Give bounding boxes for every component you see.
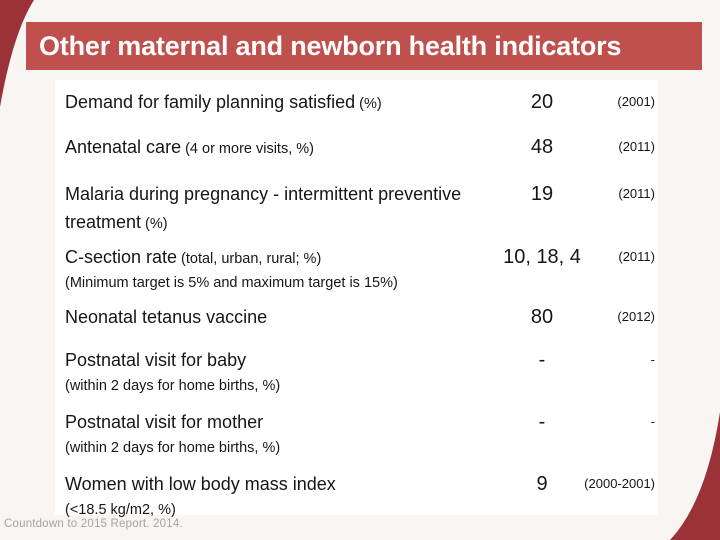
indicator-label-cell: Women with low body mass index (<18.5 kg… xyxy=(65,471,502,521)
indicator-year: (2000-2001) xyxy=(584,476,655,491)
indicator-label: Postnatal visit for mother xyxy=(65,412,264,432)
indicator-label-cell: Postnatal visit for mother (within 2 day… xyxy=(65,409,502,459)
indicator-year: (2012) xyxy=(617,309,655,324)
indicator-label: Demand for family planning satisfied xyxy=(65,92,356,112)
indicator-label-detail: (%) xyxy=(359,96,382,112)
indicator-value: 20 xyxy=(530,91,554,113)
indicator-year: (2011) xyxy=(618,139,655,154)
indicator-year: (2011) xyxy=(618,249,655,264)
indicator-label: C-section rate xyxy=(65,247,178,267)
indicator-year: - xyxy=(650,352,655,367)
table-row: Postnatal visit for baby (within 2 days … xyxy=(55,338,658,400)
table-row: Demand for family planning satisfied (%) … xyxy=(55,80,658,125)
indicator-label-detail: (total, urban, rural; %) xyxy=(181,251,322,267)
indicator-label-cell: Malaria during pregnancy - intermittent … xyxy=(65,181,502,237)
indicator-label: Malaria during pregnancy - intermittent … xyxy=(65,184,462,232)
indicator-year: - xyxy=(650,414,655,429)
indicator-label-cell: Demand for family planning satisfied (%) xyxy=(65,89,502,117)
indicator-sublabel: (Minimum target is 5% and maximum target… xyxy=(65,275,398,291)
table-row: Postnatal visit for mother (within 2 day… xyxy=(55,400,658,462)
indicator-label-cell: C-section rate (total, urban, rural; %) (… xyxy=(65,244,502,294)
indicator-value: 9 xyxy=(536,473,548,495)
indicator-value: - xyxy=(538,411,546,433)
indicator-label-detail: (%) xyxy=(145,216,168,232)
indicator-value: 19 xyxy=(530,183,554,205)
table-row: C-section rate (total, urban, rural; %) (… xyxy=(55,235,658,295)
indicator-label: Women with low body mass index xyxy=(65,474,336,494)
title-banner: Other maternal and newborn health indica… xyxy=(26,22,702,70)
indicator-value: - xyxy=(538,349,546,371)
table-row: Neonatal tetanus vaccine 80 (2012) xyxy=(55,295,658,338)
indicator-label-cell: Antenatal care (4 or more visits, %) xyxy=(65,134,502,162)
indicator-label: Neonatal tetanus vaccine xyxy=(65,307,268,327)
page-title: Other maternal and newborn health indica… xyxy=(39,30,622,61)
indicator-year: (2011) xyxy=(618,186,655,201)
indicator-label-cell: Neonatal tetanus vaccine xyxy=(65,304,502,332)
source-citation: Countdown to 2015 Report. 2014. xyxy=(4,518,183,530)
indicator-label: Antenatal care xyxy=(65,137,182,157)
table-row: Malaria during pregnancy - intermittent … xyxy=(55,172,658,235)
indicator-label-cell: Postnatal visit for baby (within 2 days … xyxy=(65,347,502,397)
indicator-value: 48 xyxy=(530,136,554,158)
table-row: Antenatal care (4 or more visits, %) 48 (… xyxy=(55,125,658,172)
indicators-table: Demand for family planning satisfied (%) … xyxy=(55,80,658,518)
indicator-label: Postnatal visit for baby xyxy=(65,350,247,370)
table-row: Women with low body mass index (<18.5 kg… xyxy=(55,462,658,518)
indicator-year: (2001) xyxy=(617,94,655,109)
indicator-label-detail: (4 or more visits, %) xyxy=(185,141,314,157)
indicator-sublabel: (within 2 days for home births, %) xyxy=(65,378,281,394)
indicator-value: 80 xyxy=(530,306,554,328)
indicator-sublabel: (<18.5 kg/m2, %) xyxy=(65,502,176,518)
indicator-value: 10, 18, 4 xyxy=(503,246,581,268)
indicator-sublabel: (within 2 days for home births, %) xyxy=(65,440,281,456)
corner-flourish-bottom-right-icon xyxy=(670,412,720,540)
